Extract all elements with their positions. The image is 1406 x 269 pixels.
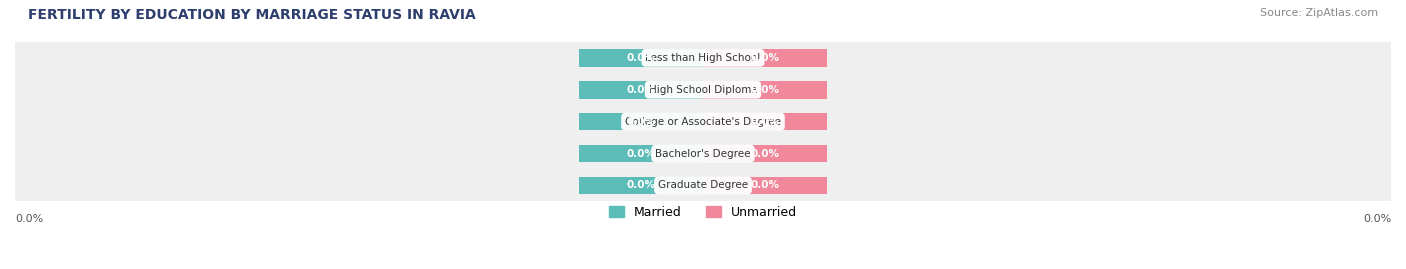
Text: FERTILITY BY EDUCATION BY MARRIAGE STATUS IN RAVIA: FERTILITY BY EDUCATION BY MARRIAGE STATU… — [28, 8, 475, 22]
Bar — [703, 177, 827, 194]
Bar — [703, 49, 827, 67]
Bar — [579, 177, 703, 194]
Text: 0.0%: 0.0% — [627, 117, 655, 127]
Text: Source: ZipAtlas.com: Source: ZipAtlas.com — [1260, 8, 1378, 18]
Bar — [15, 106, 1391, 138]
Legend: Married, Unmarried: Married, Unmarried — [603, 201, 803, 224]
Text: 0.0%: 0.0% — [15, 214, 44, 224]
Text: 0.0%: 0.0% — [1362, 214, 1391, 224]
Bar — [703, 81, 827, 98]
Bar — [15, 42, 1391, 74]
Text: 0.0%: 0.0% — [627, 53, 655, 63]
Text: High School Diploma: High School Diploma — [648, 85, 758, 95]
Text: 0.0%: 0.0% — [627, 148, 655, 159]
Bar — [15, 169, 1391, 201]
Text: Less than High School: Less than High School — [645, 53, 761, 63]
Bar — [703, 145, 827, 162]
Text: Graduate Degree: Graduate Degree — [658, 180, 748, 190]
Bar — [15, 74, 1391, 106]
Bar — [579, 113, 703, 130]
Text: 0.0%: 0.0% — [627, 85, 655, 95]
Text: 0.0%: 0.0% — [751, 85, 779, 95]
Text: 0.0%: 0.0% — [627, 180, 655, 190]
Text: 0.0%: 0.0% — [751, 53, 779, 63]
Bar — [579, 145, 703, 162]
Bar — [579, 81, 703, 98]
Text: College or Associate's Degree: College or Associate's Degree — [626, 117, 780, 127]
Text: 0.0%: 0.0% — [751, 180, 779, 190]
Bar — [579, 49, 703, 67]
Text: 0.0%: 0.0% — [751, 148, 779, 159]
Bar — [703, 113, 827, 130]
Text: Bachelor's Degree: Bachelor's Degree — [655, 148, 751, 159]
Text: 0.0%: 0.0% — [751, 117, 779, 127]
Bar — [15, 138, 1391, 169]
